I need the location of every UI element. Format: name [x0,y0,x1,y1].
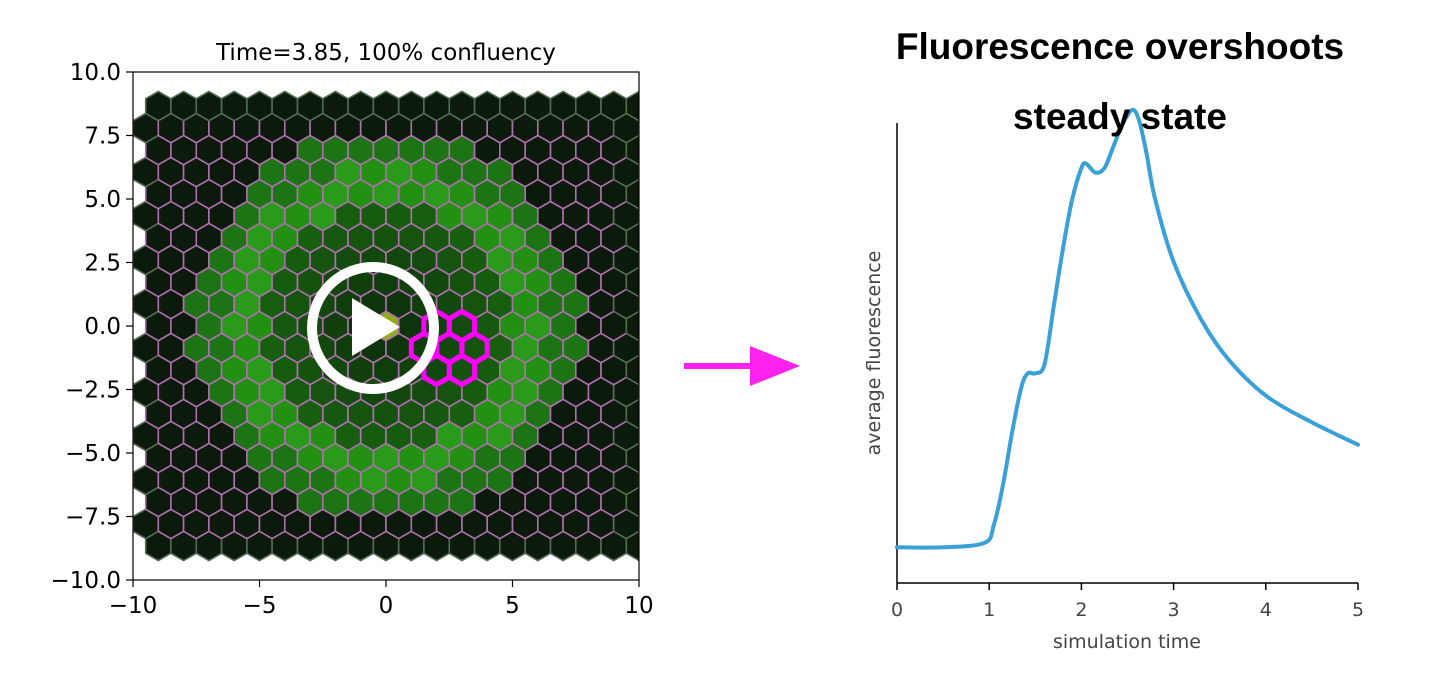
x-tick-label: 4 [1260,599,1272,621]
hex-cell-401 [170,90,198,122]
right-arrow-icon [684,346,800,386]
hex-cell-408 [347,90,375,122]
hex-cell-416 [549,90,577,122]
highlighted-cell-cluster [408,308,490,388]
play-icon [352,298,400,356]
hex-cell-406 [296,90,324,122]
fluorescence-curve [895,107,1360,550]
hex-cell-299 [625,222,639,254]
hex-cell-412 [448,90,476,122]
hex-cell-339 [625,178,639,210]
y-tick-label: 0.0 [84,314,121,340]
hex-cell-179 [625,354,639,386]
hex-cell-139 [625,398,639,430]
hex-cell-417 [574,90,602,122]
x-axis-label: simulation time [1053,631,1201,653]
x-tick-label: 2 [1075,599,1087,621]
x-tick-label: −10 [109,593,158,619]
x-tick-label: 3 [1168,599,1180,621]
hex-cell-59 [625,486,639,518]
y-tick-label: −5.0 [65,441,121,467]
y-axis-label: average fluorescence [863,251,885,456]
x-tick-label: 5 [1352,599,1364,621]
y-tick-label: −10.0 [51,568,121,594]
y-tick-label: 10.0 [70,60,121,86]
y-tick-label: −2.5 [65,378,121,404]
x-tick-label: 5 [505,593,520,619]
hex-cell-405 [271,90,299,122]
headline-line-2: steady state [1013,96,1227,137]
hex-cell-404 [246,90,273,122]
x-tick-label: 10 [624,593,653,619]
hex-cell-415 [524,90,552,122]
hex-cell-411 [423,90,451,122]
y-tick-label: 7.5 [84,124,121,150]
hex-cell-400 [144,90,172,122]
confluency-heatmap: Time=3.85, 100% confluency −10 −5 0 5 10 −10.… [51,40,654,619]
hex-cell-402 [195,90,223,122]
hex-cell-414 [498,90,527,122]
y-tick-label: 2.5 [84,251,121,277]
highlighted-cell-6 [446,352,478,388]
hex-cell-413 [473,90,501,122]
heatmap-title: Time=3.85, 100% confluency [215,40,556,66]
y-tick-label: 5.0 [84,187,121,213]
x-tick-label: −5 [243,593,277,619]
hex-cell-259 [625,266,639,298]
hex-cell-409 [372,90,400,122]
x-tick-label: 0 [891,599,903,621]
hex-cell-418 [600,90,628,122]
hex-cell-403 [220,90,248,122]
hex-cell-219 [625,310,639,342]
hex-cell-99 [625,442,639,474]
hex-cell-379 [625,134,639,166]
x-tick-label: 1 [983,599,995,621]
hex-cell-19 [625,530,639,562]
headline-line-1: Fluorescence overshoots [895,26,1345,67]
hex-cell-407 [321,90,349,122]
play-button[interactable] [307,262,439,394]
hex-cell-419 [625,90,639,122]
hex-cell-410 [397,90,425,122]
y-tick-label: −7.5 [65,505,121,531]
x-tick-label: 0 [379,593,394,619]
